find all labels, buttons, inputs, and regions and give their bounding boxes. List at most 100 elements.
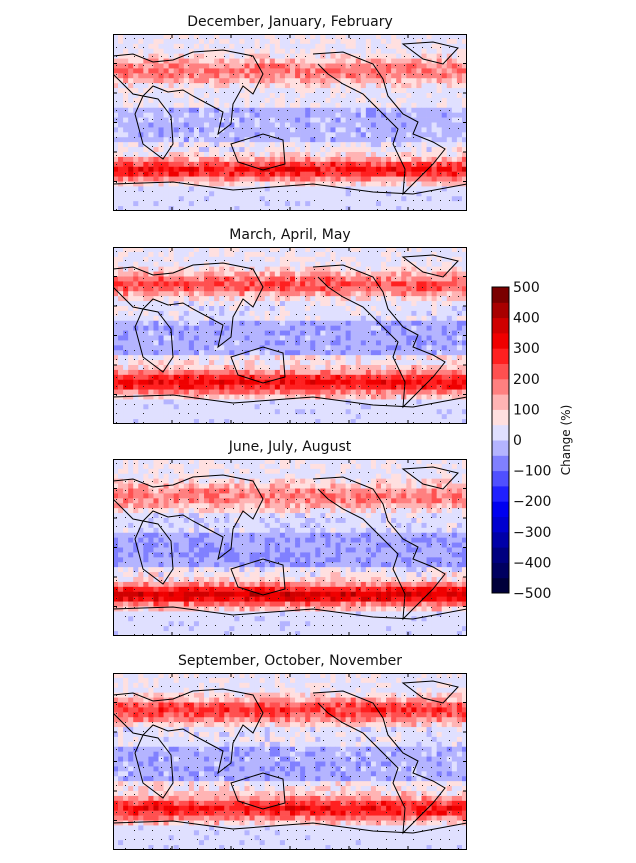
map-cell (269, 132, 276, 138)
map-cell (416, 251, 422, 258)
map-cell (426, 53, 432, 59)
map-cell (158, 88, 164, 94)
map-cell (365, 166, 372, 172)
map-cell (173, 176, 180, 182)
map-cell (113, 369, 119, 376)
map-cell (209, 117, 215, 123)
map-cell (381, 102, 387, 109)
stipple-dot (377, 200, 378, 201)
map-cell (350, 355, 357, 361)
map-cell (340, 132, 346, 138)
map-cell (401, 73, 407, 79)
map-cell (284, 166, 291, 172)
map-cell (198, 335, 205, 341)
map-cell (118, 261, 124, 267)
map-cell (406, 335, 412, 341)
map-cell (446, 271, 453, 277)
map-cell (153, 117, 159, 123)
stipple-dot (161, 119, 162, 120)
map-cell (411, 335, 417, 341)
map-cell (451, 107, 458, 113)
map-cell (143, 78, 149, 84)
map-cell (421, 281, 427, 287)
map-cell (168, 132, 174, 138)
map-cell (153, 266, 159, 272)
map-cell (431, 291, 437, 297)
map-cell (406, 73, 412, 79)
map-cell (456, 181, 463, 187)
map-cell (401, 369, 407, 376)
stipple-dot (440, 47, 441, 48)
map-cell (335, 315, 341, 322)
map-cell (391, 320, 397, 326)
map-cell (259, 291, 266, 297)
stipple-dot (368, 128, 369, 129)
map-cell (446, 83, 453, 89)
map-cell (391, 58, 397, 64)
map-cell (360, 266, 367, 272)
map-cell (204, 276, 210, 282)
stipple-dot (449, 200, 450, 201)
map-cell (375, 58, 382, 64)
map-cell (279, 63, 286, 69)
map-cell (249, 325, 255, 331)
map-cell (204, 73, 210, 79)
map-cell (360, 350, 367, 356)
map-cell (411, 88, 417, 94)
map-cell (249, 384, 255, 390)
map-cell (118, 301, 124, 307)
map-cell (183, 117, 190, 123)
map-cell (436, 58, 443, 64)
map-cell (446, 201, 453, 207)
map-cell (446, 68, 453, 74)
map-cell (279, 176, 286, 182)
map-cell (290, 107, 296, 113)
map-cell (305, 176, 311, 182)
map-cell (290, 350, 296, 356)
stipple-dot (431, 191, 432, 192)
map-cell (264, 320, 271, 326)
stipple-dot (224, 83, 225, 84)
map-cell (113, 201, 119, 207)
map-cell (441, 181, 448, 187)
map-cell (365, 320, 372, 326)
map-cell (209, 379, 215, 385)
map-cell (234, 301, 240, 307)
map-cell (381, 350, 387, 356)
map-cell (173, 48, 180, 54)
map-cell (214, 171, 220, 177)
map-cell (178, 186, 185, 192)
map-cell (163, 68, 169, 74)
map-cell (279, 102, 286, 109)
map-cell (310, 102, 316, 109)
stipple-dot (179, 200, 180, 201)
map-cell (113, 58, 119, 64)
map-cell (239, 73, 245, 79)
map-cell (249, 365, 255, 371)
map-cell (158, 374, 164, 381)
map-cell (401, 48, 407, 54)
stipple-dot (134, 65, 135, 66)
map-cell (370, 152, 377, 158)
map-cell (310, 97, 316, 104)
stipple-dot (251, 47, 252, 48)
map-cell (259, 186, 266, 192)
map-cell (426, 156, 432, 163)
map-cell (123, 325, 129, 331)
map-cell (290, 374, 296, 381)
map-cell (168, 360, 174, 366)
map-cell (360, 156, 367, 163)
map-cell (401, 271, 407, 277)
map-cell (173, 58, 180, 64)
map-cell (204, 152, 210, 158)
map-cell (244, 38, 250, 45)
stipple-dot (458, 56, 459, 57)
map-cell (396, 68, 402, 74)
map-cell (168, 340, 174, 346)
map-cell (446, 355, 453, 361)
map-cell (340, 379, 346, 385)
map-cell (173, 152, 180, 158)
map-cell (178, 286, 185, 292)
map-cell (128, 340, 134, 346)
map-cell (411, 78, 417, 84)
